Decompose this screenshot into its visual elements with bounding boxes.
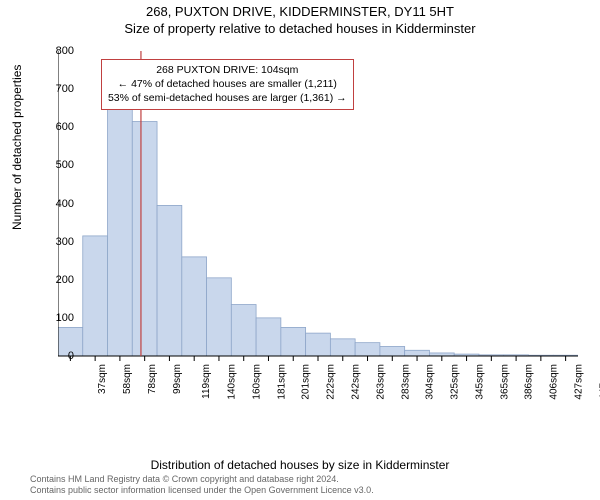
annotation-line-3: 53% of semi-detached houses are larger (…: [108, 91, 347, 105]
x-tick-label: 406sqm: [549, 364, 560, 400]
x-tick-label: 263sqm: [375, 364, 386, 400]
annotation-box: 268 PUXTON DRIVE: 104sqm ← 47% of detach…: [101, 59, 354, 110]
x-tick-label: 365sqm: [499, 364, 510, 400]
x-tick-label: 222sqm: [326, 364, 337, 400]
footer: Contains HM Land Registry data © Crown c…: [30, 474, 374, 497]
y-tick-label: 800: [56, 45, 74, 57]
x-tick-label: 304sqm: [425, 364, 436, 400]
x-axis-label: Distribution of detached houses by size …: [0, 458, 600, 472]
y-tick-label: 600: [56, 121, 74, 133]
page-title: 268, PUXTON DRIVE, KIDDERMINSTER, DY11 5…: [0, 4, 600, 19]
x-tick-label: 37sqm: [97, 364, 108, 394]
y-tick-label: 200: [56, 274, 74, 286]
x-tick-label: 283sqm: [400, 364, 411, 400]
footer-line-2: Contains public sector information licen…: [30, 485, 374, 497]
annotation-line-1: 268 PUXTON DRIVE: 104sqm: [108, 63, 347, 77]
x-tick-label: 427sqm: [573, 364, 584, 400]
x-tick-label: 78sqm: [147, 364, 158, 394]
x-tick-label: 160sqm: [252, 364, 263, 400]
y-axis-label: Number of detached properties: [10, 65, 24, 230]
footer-line-1: Contains HM Land Registry data © Crown c…: [30, 474, 374, 486]
x-tick-label: 386sqm: [524, 364, 535, 400]
x-tick-label: 119sqm: [201, 364, 212, 399]
annotation-line-2: ← 47% of detached houses are smaller (1,…: [108, 77, 347, 91]
y-tick-label: 0: [68, 350, 74, 362]
x-tick-label: 242sqm: [351, 364, 362, 400]
y-tick-label: 100: [56, 312, 74, 324]
x-tick-label: 325sqm: [450, 364, 461, 400]
x-tick-label: 140sqm: [227, 364, 238, 400]
x-tick-label: 201sqm: [301, 364, 312, 400]
x-tick-label: 181sqm: [276, 364, 287, 400]
y-tick-label: 400: [56, 198, 74, 210]
y-tick-label: 300: [56, 236, 74, 248]
y-tick-label: 700: [56, 83, 74, 95]
x-tick-label: 345sqm: [474, 364, 485, 400]
x-tick-label: 99sqm: [172, 364, 183, 394]
page-subtitle: Size of property relative to detached ho…: [0, 21, 600, 36]
x-tick-label: 58sqm: [122, 364, 133, 394]
y-tick-label: 500: [56, 159, 74, 171]
